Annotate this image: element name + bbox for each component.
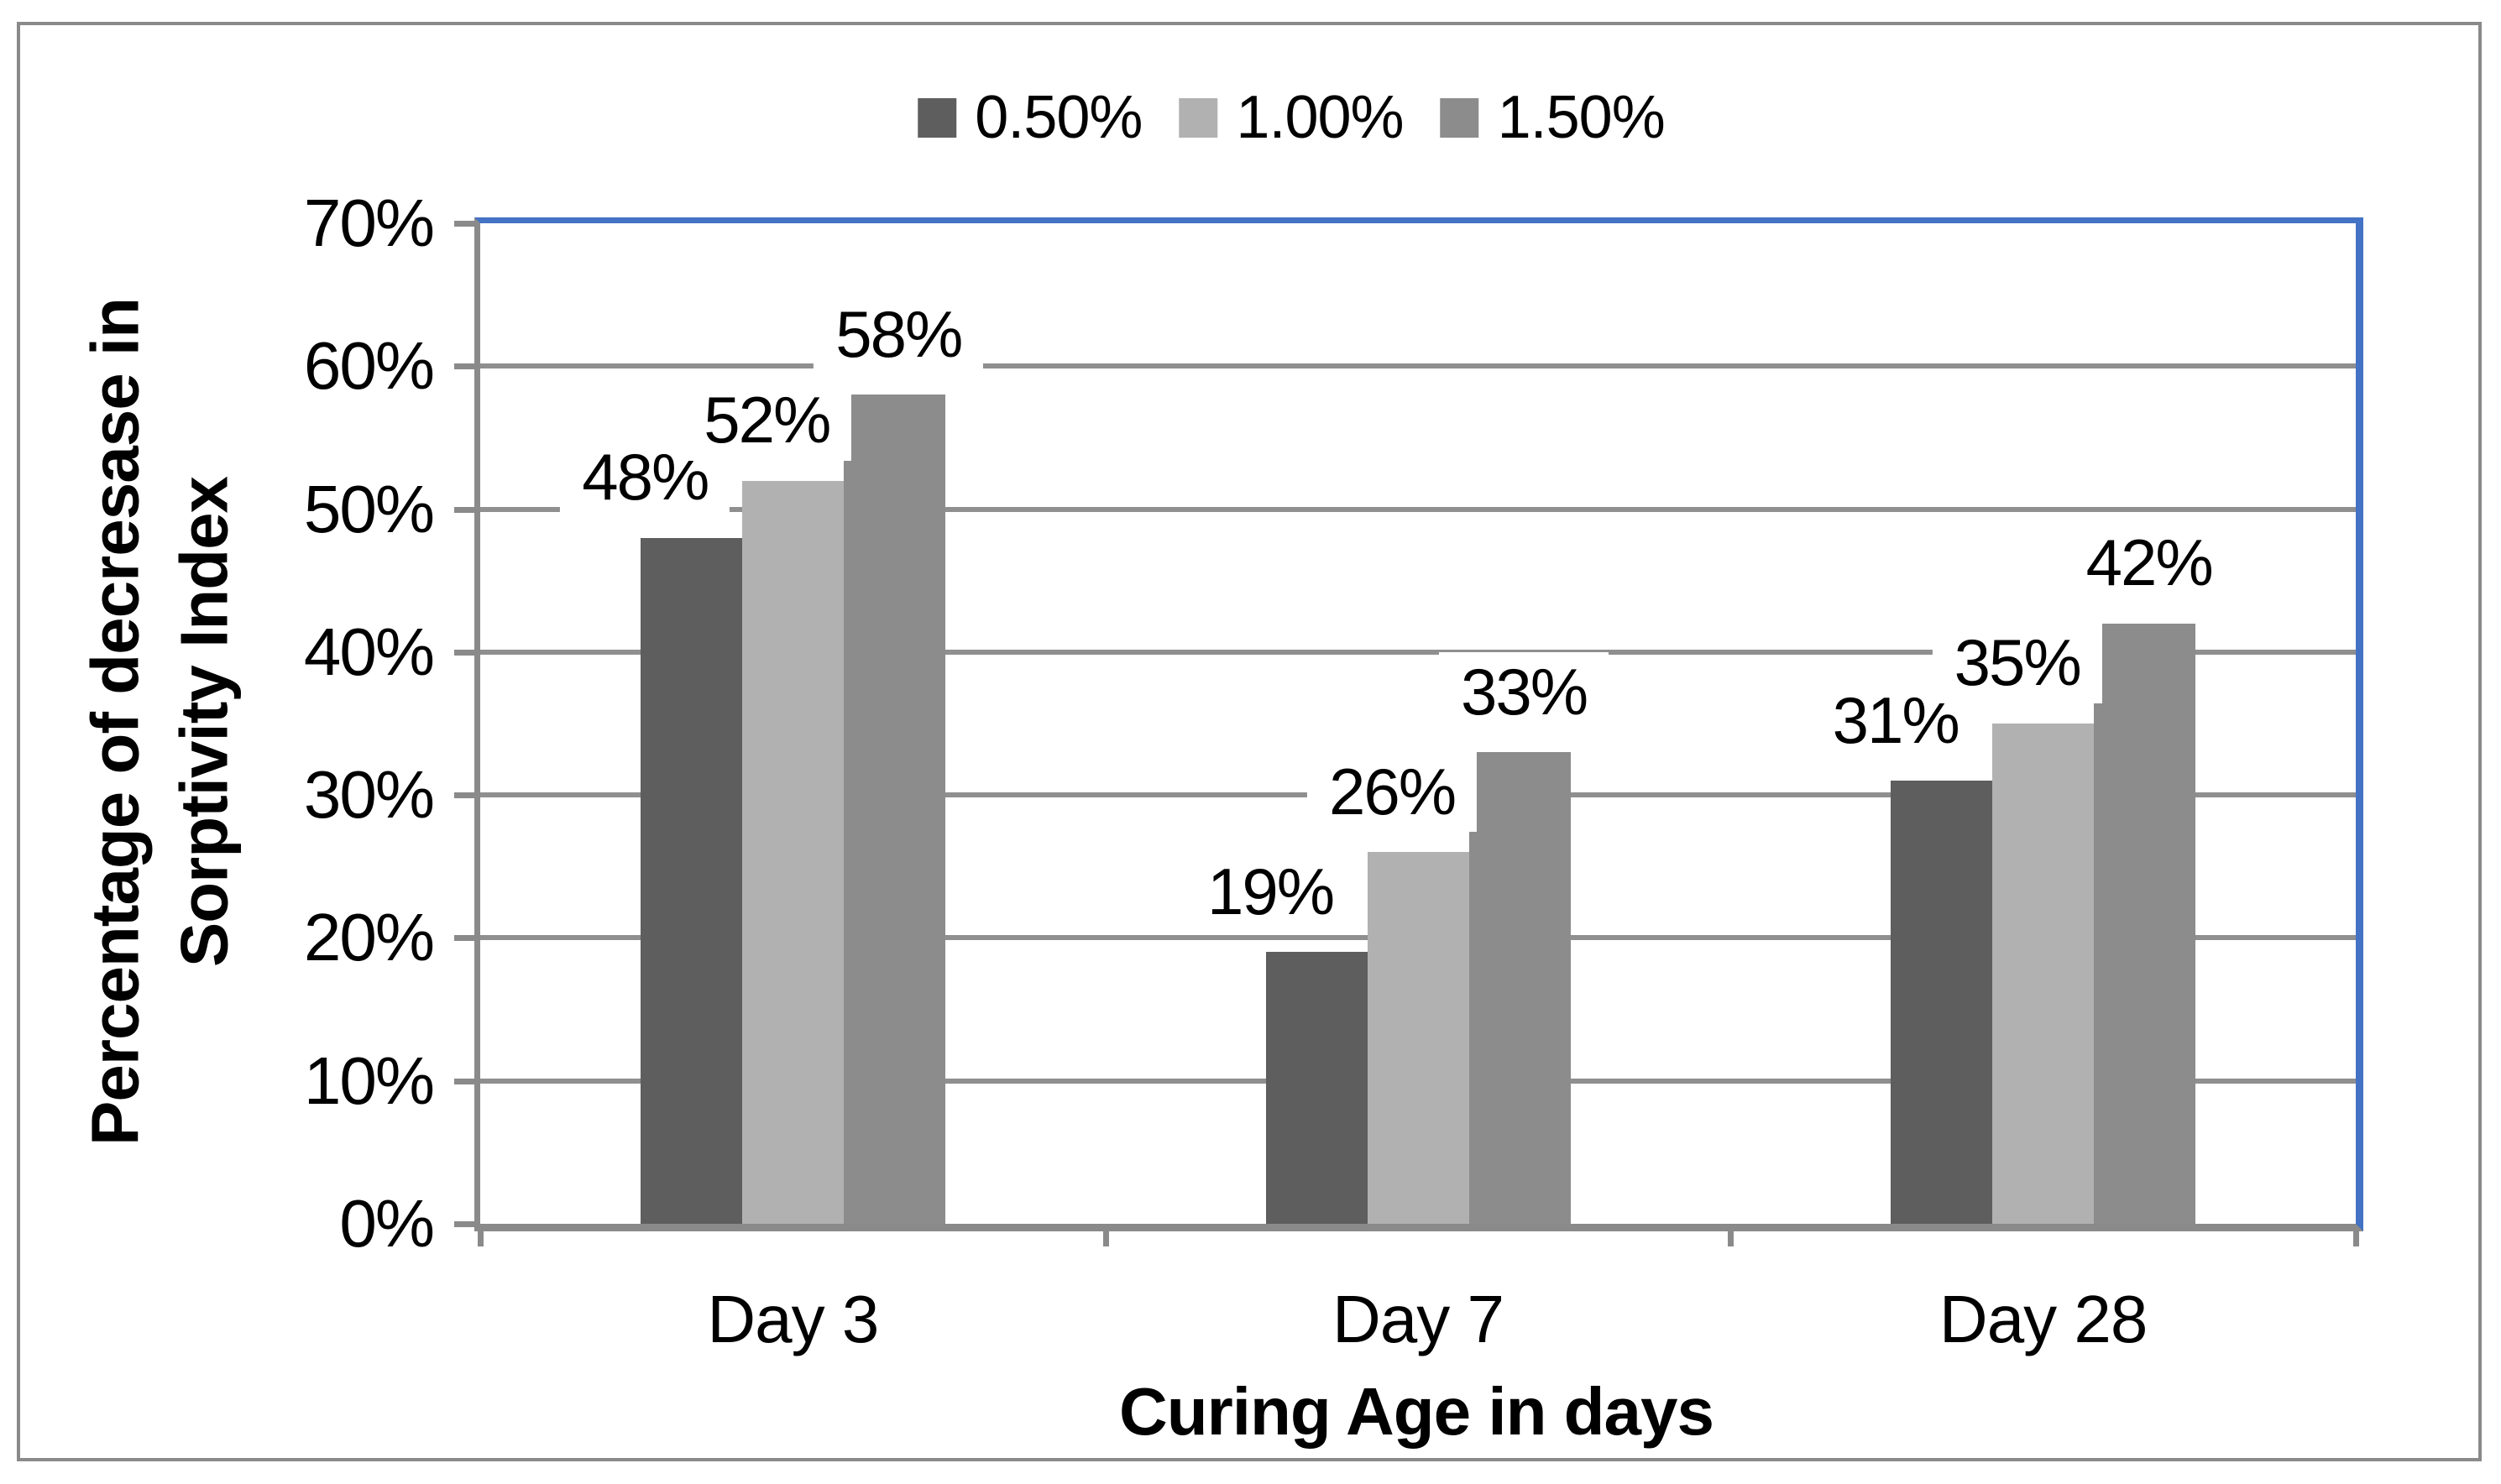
y-tick-label: 70% (303, 186, 435, 260)
y-tick-label: 30% (303, 757, 435, 833)
y-tick-label: 0% (339, 1186, 435, 1261)
data-label: 31% (1810, 680, 1980, 761)
legend-item-3: 1.50% (1440, 84, 1666, 151)
y-tick-label: 50% (303, 471, 435, 546)
gridline (480, 363, 2356, 369)
y-tick-mark (454, 506, 474, 513)
bar-day3-0.50% (640, 537, 742, 1224)
legend-swatch-icon (918, 97, 957, 138)
y-axis-title: Percentage of decresase in Sorptivity In… (71, 298, 248, 1146)
data-label: 58% (814, 294, 984, 375)
data-label: 19% (1185, 851, 1356, 933)
bar-day7-1.00% (1367, 852, 1469, 1224)
gridline (480, 506, 2356, 512)
y-tick-mark (454, 1221, 474, 1227)
x-tick-label-day28: Day 28 (1939, 1282, 2148, 1356)
legend-item-label: 1.50% (1497, 84, 1666, 151)
data-label: 35% (1932, 623, 2102, 703)
bar-day28-0.50% (1891, 781, 1993, 1224)
legend-item-label: 0.50% (975, 84, 1143, 151)
x-axis-title: Curing Age in days (1118, 1374, 1714, 1449)
bar-day7-1.50% (1468, 752, 1571, 1224)
y-tick-mark (454, 792, 474, 799)
y-tick-label: 10% (303, 1042, 435, 1118)
plot-area: 48% 52% 58% 19% 26% 33% 31% 35% 42% (474, 217, 2363, 1231)
legend-swatch-icon (1440, 97, 1479, 138)
x-axis-tick-mark (478, 1231, 484, 1246)
legend-item-label: 1.00% (1236, 84, 1404, 151)
y-tick-mark (454, 1078, 474, 1084)
x-tick-label-day7: Day 7 (1332, 1282, 1504, 1356)
legend-swatch-icon (1179, 97, 1218, 138)
y-axis-title-line2: Sorptivity Index (166, 476, 241, 968)
x-axis-tick-mark (1102, 1231, 1109, 1246)
bar-day28-1.00% (1992, 724, 2095, 1224)
bar-day3-1.00% (741, 480, 844, 1224)
gridline (480, 649, 2356, 655)
bar-day3-1.50% (843, 395, 945, 1224)
legend-item-2: 1.00% (1179, 84, 1405, 151)
bar-day28-1.50% (2094, 623, 2196, 1224)
bar-day7-0.50% (1265, 952, 1368, 1224)
data-label: 42% (2064, 523, 2234, 604)
y-tick-mark (454, 935, 474, 942)
data-label: 52% (682, 379, 852, 461)
x-axis-tick-mark (1728, 1231, 1734, 1246)
y-tick-mark (454, 363, 474, 370)
x-axis-tick-mark (2353, 1231, 2359, 1246)
y-tick-label: 60% (303, 328, 435, 404)
bars-layer: 48% 52% 58% 19% 26% 33% 31% 35% 42% (480, 223, 2356, 1224)
y-tick-mark (454, 221, 474, 227)
chart-legend: 0.50% 1.00% 1.50% (918, 84, 1666, 151)
figure-border (17, 22, 2482, 1461)
x-tick-label-day3: Day 3 (707, 1282, 879, 1356)
data-label: 33% (1438, 651, 1609, 733)
data-label: 26% (1306, 751, 1478, 833)
y-axis-title-line1: Percentage of decresase in (77, 297, 153, 1147)
y-tick-label: 40% (303, 614, 435, 689)
legend-item-1: 0.50% (918, 84, 1143, 151)
y-tick-mark (454, 649, 474, 656)
y-tick-label: 20% (303, 900, 435, 975)
